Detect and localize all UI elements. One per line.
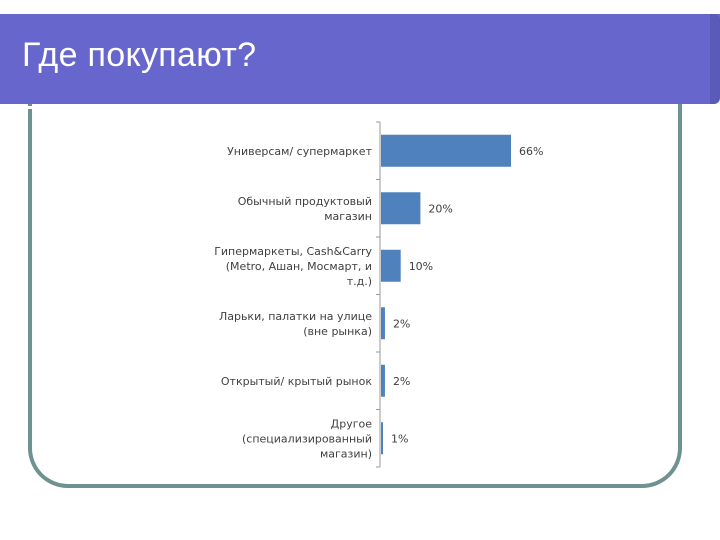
content-frame — [28, 60, 682, 488]
category-label-3: Гипермаркеты, Cash&Carry (Metro, Ашан, Мо… — [214, 245, 372, 288]
category-label-1: Универсам/ супермаркет — [227, 145, 372, 158]
bar-4 — [381, 307, 385, 340]
category-label-line: Ларьки, палатки на улице — [219, 310, 372, 323]
bar-3 — [381, 249, 401, 282]
title-bar: Где покупают? — [0, 14, 720, 109]
category-label-line: Обычный продуктовый — [238, 195, 372, 208]
category-label-line: магазин) — [320, 447, 372, 460]
bar-6 — [381, 422, 383, 455]
category-label-line: Открытый/ крытый рынок — [221, 375, 372, 388]
category-label-4: Ларьки, палатки на улице (вне рынка) — [219, 310, 372, 338]
category-label-line: Другое — [331, 417, 373, 430]
bar-chart-svg: 66% Универсам/ супермаркет 20% Обычный прод… — [214, 121, 543, 468]
bar-1 — [381, 134, 511, 167]
data-label-2: 20% — [428, 202, 452, 215]
data-label-6: 1% — [391, 432, 408, 445]
category-label-2: Обычный продуктовый магазин — [238, 195, 372, 223]
slide-title: Где покупают? — [22, 36, 257, 74]
title-bar-edge — [710, 14, 720, 104]
category-label-line: магазин — [324, 210, 372, 223]
category-label-line: Универсам/ супермаркет — [227, 145, 372, 158]
category-label-line: (Metro, Ашан, Мосмарт, и — [226, 260, 372, 273]
category-label-6: Другое (специализированный магазин) — [242, 417, 372, 460]
category-label-line: Гипермаркеты, Cash&Carry — [214, 245, 372, 258]
data-label-5: 2% — [393, 375, 410, 388]
category-label-line: т.д.) — [347, 275, 372, 288]
category-label-5: Открытый/ крытый рынок — [221, 375, 372, 388]
category-label-line: (вне рынка) — [303, 325, 372, 338]
title-underline — [0, 106, 636, 109]
bar-2 — [381, 192, 421, 225]
data-label-4: 2% — [393, 317, 410, 330]
bar-chart: 66% Универсам/ супермаркет 20% Обычный прод… — [180, 118, 580, 468]
bar-5 — [381, 364, 385, 397]
data-label-1: 66% — [519, 145, 543, 158]
data-label-3: 10% — [409, 260, 433, 273]
category-label-line: (специализированный — [242, 432, 372, 445]
